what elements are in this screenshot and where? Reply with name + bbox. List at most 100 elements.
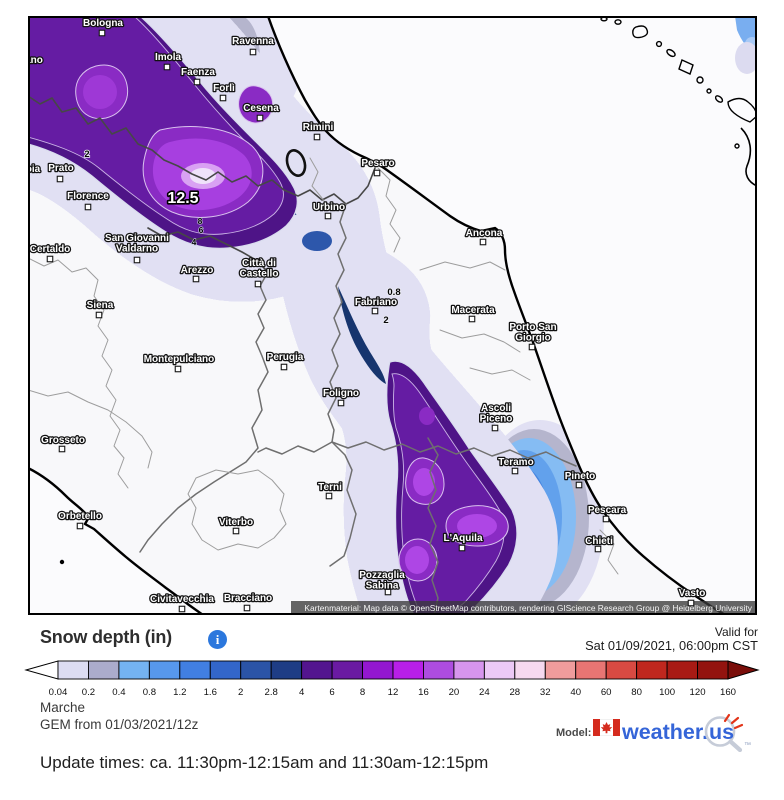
contour-label: 4 (192, 237, 197, 247)
city-label: Florence (67, 191, 109, 202)
update-times-text: Update times: ca. 11:30pm-12:15am and 11… (40, 753, 489, 772)
city-layer: Bologna Ravenna Imola Faenza Forlì Cesena Rimi… (28, 17, 707, 613)
city-marker (373, 169, 381, 177)
city-label: Urbino (313, 202, 345, 213)
contour-label: 2 (84, 149, 89, 160)
scale-segment (118, 660, 150, 680)
scale-segment (362, 660, 394, 680)
city-marker (528, 343, 536, 351)
colorbar: 0.04 0.2 0.4 0.8 1.2 1.6 2 2.8 4 6 8 12 16 20 24 28 32 40… (24, 660, 760, 698)
city-label: L'Aquila (443, 533, 482, 544)
city-marker (98, 29, 106, 37)
city-label: Bologna (83, 18, 123, 29)
scale-tick-label: 24 (479, 687, 490, 698)
scale-segment (514, 660, 546, 680)
scale-segment (636, 660, 668, 680)
city-marker (232, 527, 240, 535)
city-marker (256, 114, 264, 122)
scale-tick-label: 8 (360, 687, 365, 698)
scale-tick-label: 32 (540, 687, 551, 698)
city-marker (479, 238, 487, 246)
city-marker (687, 599, 695, 607)
city-marker (254, 280, 262, 288)
black-contour-oval (285, 149, 307, 177)
city-marker (458, 544, 466, 552)
weather-map: Kartenmaterial: Map data © OpenStreetMap… (28, 16, 757, 615)
city-marker (491, 424, 499, 432)
city-label: Pineto (565, 471, 596, 482)
city-label: San Giovanni (105, 233, 169, 244)
city-marker (95, 311, 103, 319)
scale-tick-label: 80 (631, 687, 642, 698)
scale-segment (270, 660, 303, 680)
city-marker (468, 315, 476, 323)
city-marker (337, 399, 345, 407)
scale-tick-label: 2.8 (265, 687, 278, 698)
city-marker (58, 445, 66, 453)
city-label: Macerata (451, 305, 495, 316)
scale-segment (209, 660, 242, 680)
city-label: Fabriano (355, 297, 397, 308)
scale-segment (240, 660, 272, 680)
city-label: Vasto (679, 588, 706, 599)
scale-tick-label: 2 (238, 687, 243, 698)
weather-us-logo[interactable]: weather. us ™ (621, 712, 782, 757)
city-label: Civitavecchia (150, 594, 214, 605)
city-marker (249, 48, 257, 56)
scale-segment (88, 660, 120, 680)
city-label: Piceno (480, 414, 513, 425)
attribution-bar: Kartenmaterial: Map data © OpenStreetMap… (291, 601, 755, 614)
city-marker (511, 467, 519, 475)
scale-tick-label: 40 (570, 687, 581, 698)
scale-segment (605, 660, 638, 680)
city-marker (602, 515, 610, 523)
city-label: Arezzo (181, 265, 214, 276)
city-label: Pescara (588, 505, 627, 516)
city-label: Chieti (585, 536, 613, 547)
scale-tick-label: 20 (449, 687, 460, 698)
tyrrhenian-sea (28, 468, 203, 615)
city-marker (133, 256, 141, 264)
city-marker (325, 492, 333, 500)
scale-tick-label: 60 (601, 687, 612, 698)
scale-tick-label: 1.6 (204, 687, 217, 698)
scale-segment (544, 660, 577, 680)
city-label: Terni (318, 482, 342, 493)
city-marker (371, 307, 379, 315)
scale-segment (453, 660, 485, 680)
city-label: oia (28, 164, 41, 175)
info-icon[interactable]: i (208, 630, 227, 649)
urbino-bulge-hole (302, 231, 332, 251)
city-marker (56, 175, 64, 183)
scale-segment (331, 660, 363, 680)
sea (28, 16, 757, 615)
city-label: Orbetello (58, 511, 102, 522)
city-label: Castello (240, 269, 279, 280)
attribution-text: Kartenmaterial: Map data © OpenStreetMap… (304, 603, 752, 613)
scale-segment (57, 660, 89, 680)
scale-segment (392, 660, 424, 680)
scale-segment (575, 660, 607, 680)
city-label: Prato (48, 163, 74, 174)
city-marker (174, 365, 182, 373)
city-label: Faenza (181, 67, 215, 78)
city-marker (193, 78, 201, 86)
scale-tick-label: 0.4 (112, 687, 126, 698)
adriatic-sea (268, 16, 757, 615)
scale-segment (483, 660, 516, 680)
contour-label: 8 (198, 216, 203, 226)
map-frame (28, 16, 757, 615)
city-label: Ancona (466, 228, 503, 239)
city-marker (575, 481, 583, 489)
scale-segment (301, 660, 333, 680)
canada-flag-icon (592, 718, 621, 741)
city-label: Giorgio (515, 333, 551, 344)
scale-arrow-left (24, 660, 59, 680)
trademark: ™ (744, 742, 751, 749)
city-label: Rimini (303, 122, 334, 133)
scale-tick-label: 6 (329, 687, 334, 698)
city-label: Grosseto (41, 435, 85, 446)
scale-tick-label: 0.8 (143, 687, 156, 698)
scale-segment (423, 660, 455, 680)
model-run-label: GEM from 01/03/2021/12z (40, 717, 199, 732)
